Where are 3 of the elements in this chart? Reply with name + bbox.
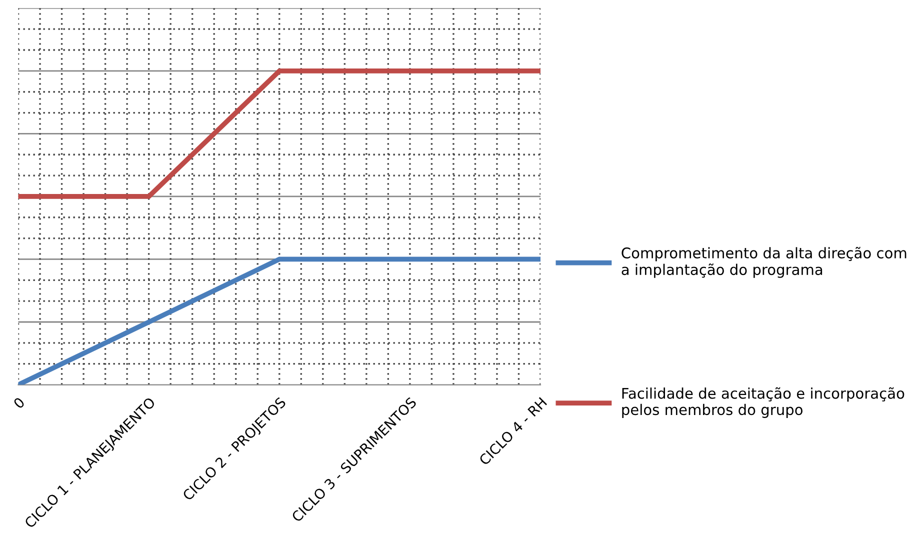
x-tick-label: 0 <box>12 396 26 410</box>
legend-label: Facilidade de aceitação e incorporação pelos membros do grupo <box>622 387 904 418</box>
legend-label: Comprometimento da alta direção com a implantação do programa <box>622 246 906 278</box>
